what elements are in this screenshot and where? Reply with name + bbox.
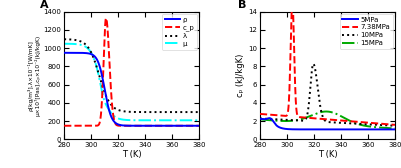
c_p xyxy=(167,125,172,127)
Y-axis label: ρ[kg/m³],λ×10⁻¹[W/mK]
μ×10⁷[Pas],cₚ×10⁻²(kJ/kgK): ρ[kg/m³],λ×10⁻¹[W/mK] μ×10⁷[Pas],cₚ×10⁻²… xyxy=(28,35,41,116)
10MPa xyxy=(311,63,316,65)
5MPa xyxy=(317,128,322,130)
Text: A: A xyxy=(40,1,49,10)
μ xyxy=(75,43,80,45)
ρ xyxy=(62,52,67,54)
Line: 5MPa: 5MPa xyxy=(260,118,395,129)
7.38MPa xyxy=(317,118,322,120)
c_p xyxy=(170,125,174,127)
λ xyxy=(170,111,174,113)
5MPa xyxy=(312,128,317,130)
λ xyxy=(154,111,159,113)
X-axis label: T (K): T (K) xyxy=(122,150,142,159)
ρ xyxy=(167,125,172,127)
c_p xyxy=(103,17,108,19)
10MPa xyxy=(393,125,397,127)
5MPa xyxy=(363,128,368,130)
7.38MPa xyxy=(290,1,295,3)
15MPa xyxy=(257,118,262,120)
c_p xyxy=(122,125,126,127)
Line: ρ: ρ xyxy=(64,53,199,126)
5MPa xyxy=(267,117,272,119)
λ xyxy=(121,110,126,112)
5MPa xyxy=(350,128,355,130)
10MPa xyxy=(363,123,368,125)
c_p xyxy=(155,125,160,127)
ρ xyxy=(154,125,159,127)
10MPa xyxy=(271,118,276,120)
λ xyxy=(62,38,67,40)
5MPa xyxy=(365,128,370,130)
ρ xyxy=(121,124,126,127)
7.38MPa xyxy=(363,121,368,123)
15MPa xyxy=(271,119,276,121)
15MPa xyxy=(350,121,355,123)
X-axis label: T (K): T (K) xyxy=(318,150,337,159)
7.38MPa xyxy=(257,113,262,115)
7.38MPa xyxy=(393,124,397,126)
c_p xyxy=(75,125,80,127)
7.38MPa xyxy=(350,120,355,122)
Line: c_p: c_p xyxy=(64,18,199,126)
7.38MPa xyxy=(365,122,370,124)
10MPa xyxy=(257,117,262,119)
7.38MPa xyxy=(312,117,317,119)
λ xyxy=(167,111,172,113)
Line: 7.38MPa: 7.38MPa xyxy=(260,2,395,125)
10MPa xyxy=(317,101,322,103)
5MPa xyxy=(393,128,397,130)
Legend: 5MPa, 7.38MPa, 10MPa, 15MPa: 5MPa, 7.38MPa, 10MPa, 15MPa xyxy=(340,14,393,49)
10MPa xyxy=(350,122,355,124)
5MPa xyxy=(271,121,276,123)
λ xyxy=(197,111,202,113)
Line: λ: λ xyxy=(64,39,199,112)
15MPa xyxy=(312,113,317,115)
Legend: ρ, c_p, λ, μ: ρ, c_p, λ, μ xyxy=(162,14,197,50)
c_p xyxy=(117,125,122,127)
μ xyxy=(62,43,67,45)
μ xyxy=(167,119,172,121)
μ xyxy=(197,119,202,121)
λ xyxy=(116,109,121,111)
15MPa xyxy=(365,125,370,127)
ρ xyxy=(116,124,121,126)
ρ xyxy=(197,125,202,127)
ρ xyxy=(75,52,80,54)
Line: 10MPa: 10MPa xyxy=(260,64,395,126)
Line: 15MPa: 15MPa xyxy=(260,112,395,129)
μ xyxy=(170,119,174,121)
c_p xyxy=(197,125,202,127)
μ xyxy=(154,119,159,121)
Y-axis label: cₚ (kJ/kgK): cₚ (kJ/kgK) xyxy=(237,54,245,97)
15MPa xyxy=(324,111,328,113)
10MPa xyxy=(365,123,370,125)
15MPa xyxy=(393,128,397,130)
15MPa xyxy=(363,125,368,127)
10MPa xyxy=(312,66,317,68)
μ xyxy=(116,118,121,120)
Text: B: B xyxy=(238,1,247,10)
7.38MPa xyxy=(271,114,276,116)
Line: μ: μ xyxy=(64,44,199,120)
μ xyxy=(121,119,126,121)
ρ xyxy=(170,125,174,127)
5MPa xyxy=(257,118,262,120)
λ xyxy=(75,39,80,41)
c_p xyxy=(62,125,67,127)
15MPa xyxy=(317,112,322,114)
